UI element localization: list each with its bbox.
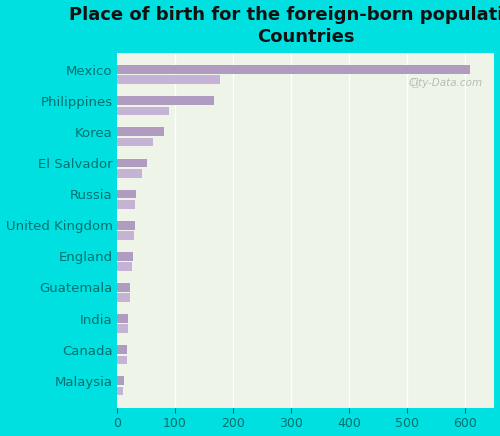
Bar	[116, 169, 141, 177]
Bar	[116, 376, 123, 385]
Bar	[116, 283, 130, 292]
Bar	[116, 138, 154, 146]
Bar	[116, 293, 130, 302]
Bar	[116, 262, 132, 271]
Bar	[116, 231, 134, 240]
Text: ⓘ: ⓘ	[412, 78, 418, 88]
Bar	[116, 106, 169, 115]
Bar	[116, 190, 136, 198]
Bar	[116, 314, 128, 323]
Bar	[116, 75, 220, 84]
Bar	[116, 200, 134, 209]
Bar	[116, 96, 214, 105]
Bar	[116, 356, 126, 364]
Bar	[116, 345, 127, 354]
Bar	[116, 252, 133, 261]
Bar	[116, 65, 470, 74]
Bar	[116, 221, 136, 229]
Bar	[116, 159, 147, 167]
Bar	[116, 127, 164, 136]
Bar	[116, 387, 123, 395]
Title: Place of birth for the foreign-born population -
Countries: Place of birth for the foreign-born popu…	[69, 6, 500, 46]
Text: City-Data.com: City-Data.com	[409, 78, 483, 88]
Bar	[116, 324, 128, 333]
